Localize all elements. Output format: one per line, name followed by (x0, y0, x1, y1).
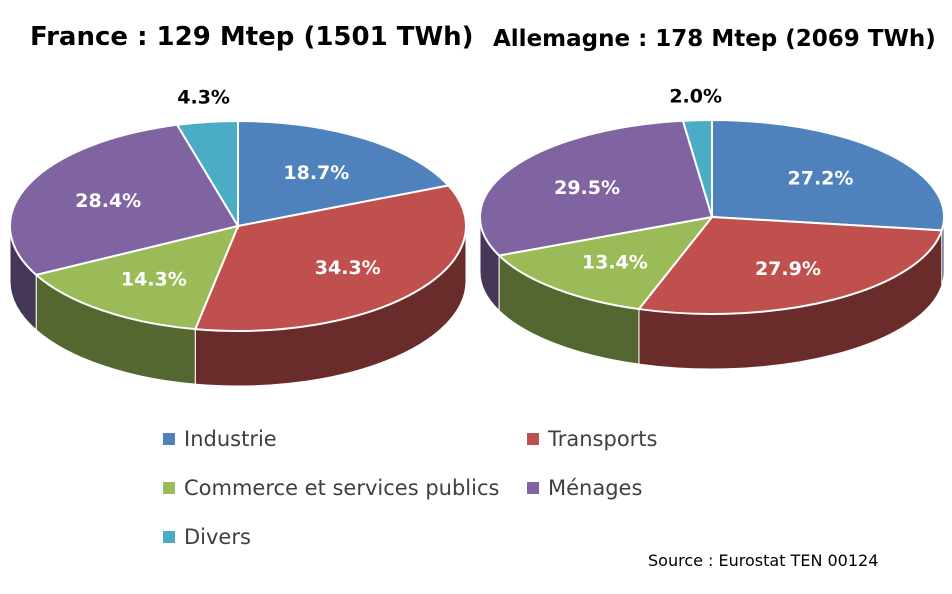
legend-item-transports: Transports (527, 427, 657, 451)
pie-slice-transports (193, 184, 467, 332)
data-label-commerce: 13.4% (582, 251, 648, 273)
pie-slice-menages (9, 123, 240, 276)
legend-label: Divers (184, 525, 251, 549)
data-label-divers: 4.3% (177, 86, 230, 108)
legend-item-menages: Ménages (527, 476, 642, 500)
pie-slice-commerce (496, 215, 715, 311)
pie-slice-industrie (711, 118, 945, 232)
pie-allemagne: 27.2% 27.9% 13.4% 29.5% 2.0% (479, 86, 945, 370)
pie-slice-divers (681, 118, 713, 218)
chart-title-france: France : 129 Mtep (1501 TWh) (30, 22, 474, 52)
data-label-industrie: 27.2% (788, 168, 854, 190)
pie-france: 18.7% 34.3% 14.3% 28.4% 4.3% (9, 86, 467, 387)
legend-item-commerce: Commerce et services publics (163, 476, 499, 500)
chart-title-allemagne: Allemagne : 178 Mtep (2069 TWh) (493, 26, 936, 52)
legend-item-industrie: Industrie (163, 427, 277, 451)
pie-slice-industrie (237, 119, 451, 228)
data-label-industrie: 18.7% (283, 162, 349, 184)
legend-label: Transports (548, 427, 658, 451)
pie-slice-commerce (34, 224, 240, 331)
pie-slice-menages (479, 119, 714, 257)
legend-swatch (163, 531, 175, 543)
data-label-menages: 28.4% (75, 190, 141, 212)
data-label-menages: 29.5% (554, 177, 620, 199)
data-label-commerce: 14.3% (121, 268, 187, 290)
legend-label: Commerce et services publics (184, 476, 500, 500)
legend-label: Industrie (184, 427, 277, 451)
data-label-transports: 27.9% (755, 258, 821, 280)
legend-item-divers: Divers (163, 525, 251, 549)
legend-label: Ménages (548, 476, 643, 500)
source-note: Source : Eurostat TEN 00124 (648, 551, 879, 570)
legend-swatch (163, 433, 175, 445)
legend-swatch (527, 482, 539, 494)
pie-slice-divers (175, 119, 239, 230)
data-label-divers: 2.0% (669, 86, 722, 108)
pie-slice-transports (637, 215, 944, 315)
legend-swatch (527, 433, 539, 445)
legend-swatch (163, 482, 175, 494)
data-label-transports: 34.3% (315, 257, 381, 279)
